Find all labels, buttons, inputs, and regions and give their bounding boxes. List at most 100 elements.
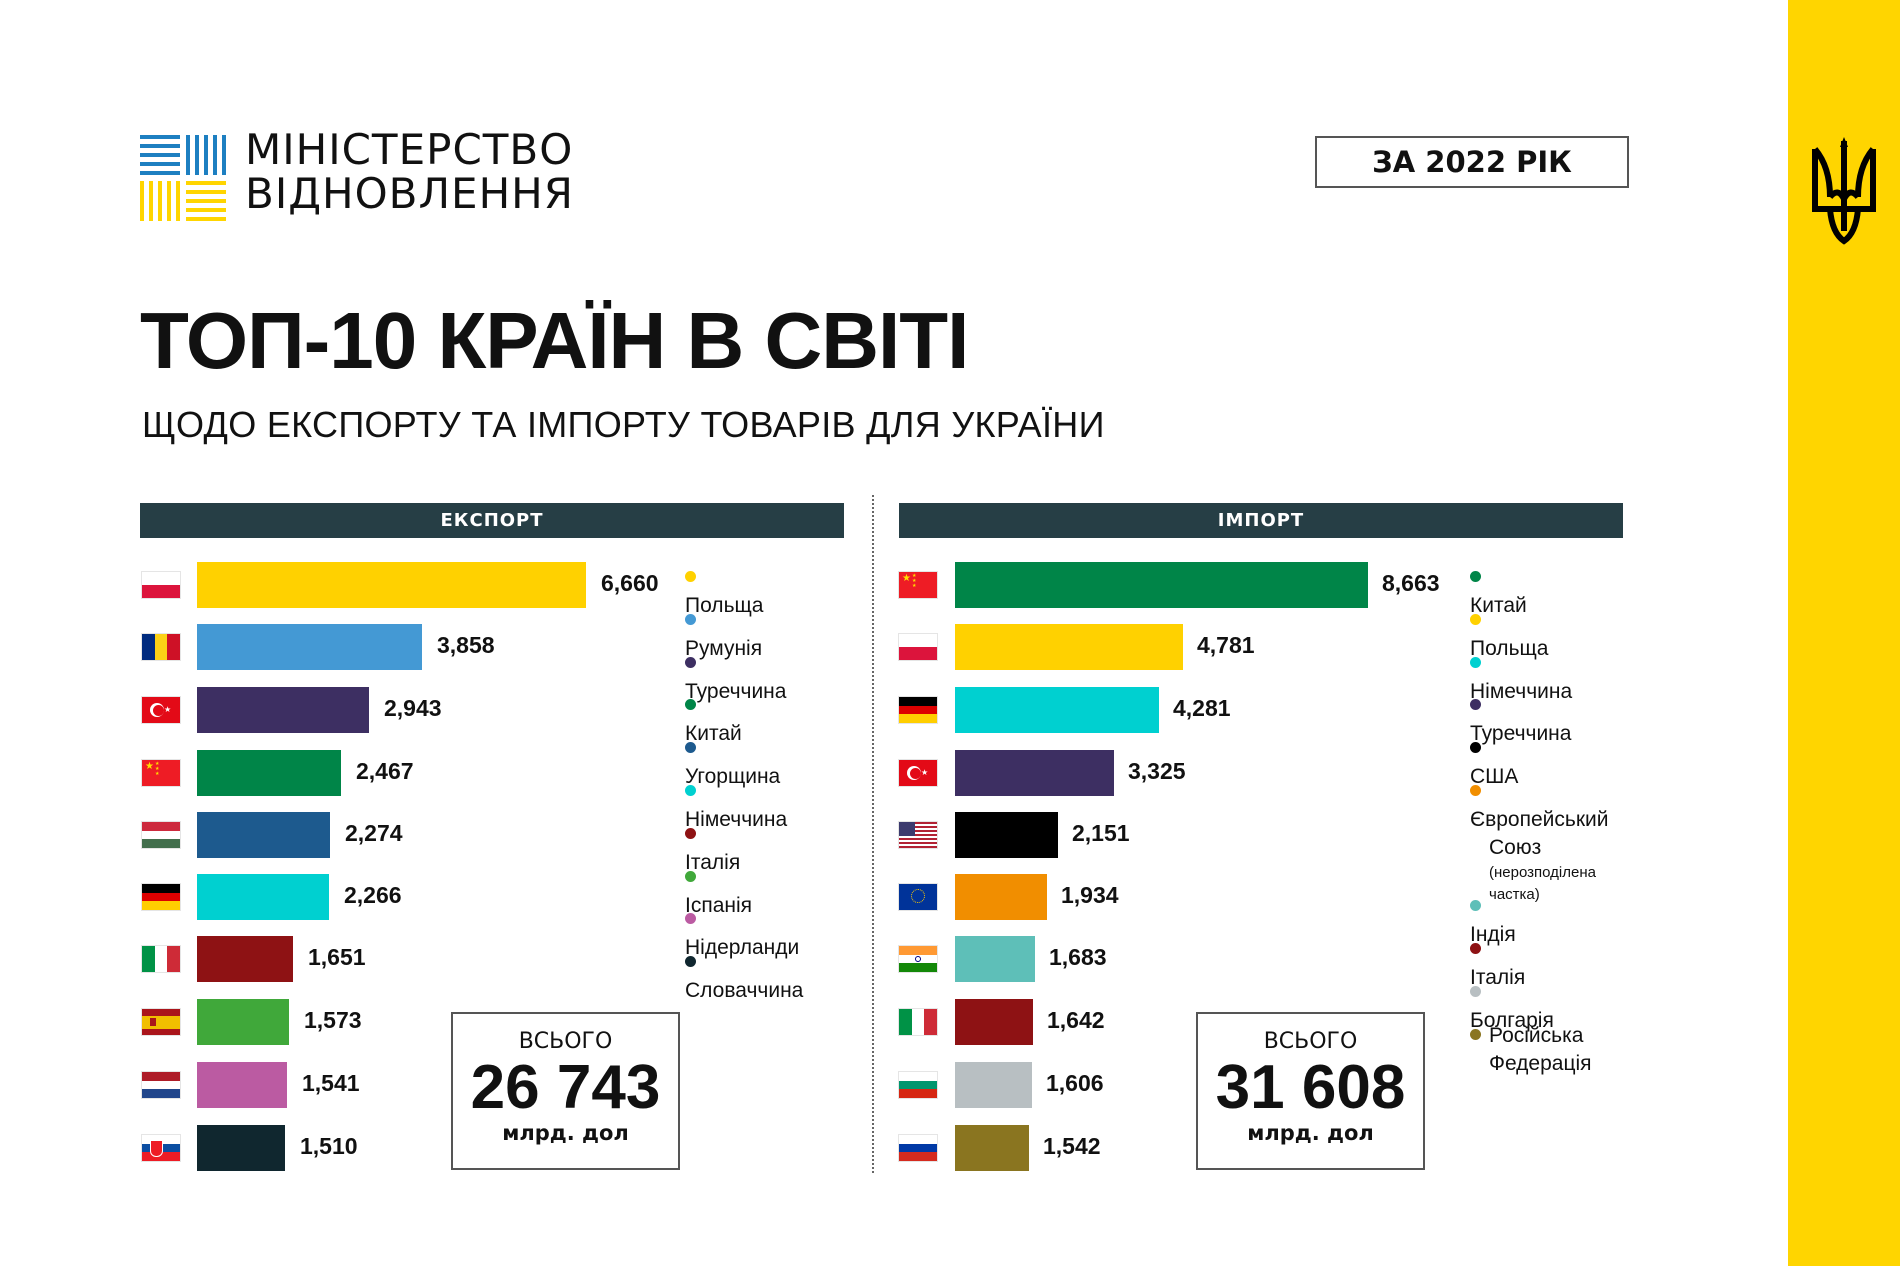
import-bar-row: 4,781 <box>0 624 1255 670</box>
legend-label: Туреччина <box>1470 722 1572 745</box>
export-total-label: ВСЬОГО <box>518 1029 613 1054</box>
export-bar-row: 6,660 <box>0 562 659 608</box>
legend-label: США <box>1470 765 1519 788</box>
logo-line-1: МІНІСТЕРСТВО <box>245 125 574 174</box>
export-total-value: 26 743 <box>470 1053 661 1122</box>
import-bar-value: 8,663 <box>1382 570 1440 596</box>
legend-dot-icon <box>1470 699 1481 710</box>
export-bar-value: 3,858 <box>437 632 495 658</box>
export-bar <box>197 624 422 670</box>
import-bar-value: 4,281 <box>1173 695 1231 721</box>
import-total-value: 31 608 <box>1215 1053 1406 1122</box>
export-bar-row: 3,858 <box>0 624 495 670</box>
export-total-box: ВСЬОГО 26 743 млрд. дол <box>451 1012 680 1170</box>
ministry-logo-text: МІНІСТЕРСТВО ВІДНОВЛЕННЯ <box>245 128 574 216</box>
legend-dot-icon <box>685 614 696 625</box>
legend-dot-icon <box>1470 614 1481 625</box>
import-bar-value: 1,606 <box>1046 1070 1104 1096</box>
legend-dot-icon <box>685 571 696 582</box>
export-bar <box>197 936 293 982</box>
legend-label: Італія <box>685 851 741 874</box>
import-total-box: ВСЬОГО 31 608 млрд. дол <box>1196 1012 1425 1170</box>
import-bar-row: 1,934 <box>0 874 1119 920</box>
export-legend-item: Туреччина <box>685 650 786 706</box>
usa-flag-icon <box>899 822 937 848</box>
import-bar-row: 4,281 <box>0 687 1231 733</box>
import-bar <box>955 936 1035 982</box>
legend-label: Російська <box>1489 1024 1584 1047</box>
export-bar-value: 2,467 <box>356 758 414 784</box>
page-subtitle: ЩОДО ЕКСПОРТУ ТА ІМПОРТУ ТОВАРІВ ДЛЯ УКР… <box>142 404 1105 445</box>
legend-label: Німеччина <box>1470 680 1573 703</box>
import-legend-item: Європейський Союз (нерозподілена частка) <box>1470 778 1608 906</box>
page-title: ТОП-10 КРАЇН В СВІТІ <box>140 296 969 385</box>
import-legend-item: Італія <box>1470 936 1525 992</box>
legend-dot-icon <box>685 742 696 753</box>
export-bar-value: 6,660 <box>601 570 659 596</box>
export-bar-row: 2,274 <box>0 812 403 858</box>
ministry-logo-icon <box>140 135 226 221</box>
export-bar <box>197 1062 287 1108</box>
export-bar <box>197 1125 285 1171</box>
import-legend-item: Російська Федерація <box>1470 1022 1592 1078</box>
export-bar-value: 2,943 <box>384 695 442 721</box>
import-bar <box>955 999 1033 1045</box>
legend-label: Німеччина <box>685 808 788 831</box>
legend-label-cont: Федерація <box>1489 1052 1592 1075</box>
legend-dot-icon <box>1470 571 1481 582</box>
import-total-label: ВСЬОГО <box>1263 1029 1358 1054</box>
export-bar <box>197 562 586 608</box>
export-legend-item: Іспанія <box>685 864 752 920</box>
poland-flag-icon <box>142 572 180 598</box>
section-divider <box>872 495 874 1173</box>
legend-dot-icon <box>1470 1029 1481 1040</box>
import-legend-item: Польща <box>1470 607 1548 663</box>
legend-label: Туреччина <box>685 680 787 703</box>
legend-dot-icon <box>685 956 696 967</box>
spain-flag-icon <box>142 1009 180 1035</box>
legend-label: Угорщина <box>685 765 781 788</box>
export-legend-item: Румунія <box>685 607 762 663</box>
import-bar <box>955 687 1159 733</box>
export-bar-value: 1,573 <box>304 1007 362 1033</box>
export-legend-item: Німеччина <box>685 778 787 834</box>
export-section-header: ЕКСПОРТ <box>140 503 844 538</box>
export-bar-value: 1,651 <box>308 944 366 970</box>
import-legend-item: Китай <box>1470 564 1527 620</box>
export-bar <box>197 999 289 1045</box>
export-bar-row: 1,510 <box>0 1125 358 1171</box>
import-bar-value: 1,934 <box>1061 882 1119 908</box>
legend-label: Індія <box>1470 923 1516 946</box>
year-badge: ЗА 2022 РІК <box>1315 136 1629 188</box>
legend-label: Польща <box>1470 637 1549 660</box>
italy-flag-icon <box>142 946 180 972</box>
import-bar-value: 1,542 <box>1043 1133 1101 1159</box>
export-bar-value: 1,541 <box>302 1070 360 1096</box>
export-legend-item: Китай <box>685 692 742 748</box>
bulgaria-flag-icon <box>899 1072 937 1098</box>
legend-note: (нерозподілена частка) <box>1489 864 1596 903</box>
import-bar-row: 1,642 <box>0 999 1105 1045</box>
legend-dot-icon <box>685 871 696 882</box>
legend-dot-icon <box>1470 900 1481 911</box>
import-bar-value: 4,781 <box>1197 632 1255 658</box>
export-bar-row: 1,651 <box>0 936 366 982</box>
legend-label: Китай <box>685 722 742 745</box>
import-bar <box>955 1062 1032 1108</box>
import-legend-item: Індія <box>1470 893 1516 949</box>
export-bar-row: ★ 2,943 <box>0 687 442 733</box>
import-legend-item: США <box>1470 735 1518 791</box>
export-legend-item: Польща <box>685 564 763 620</box>
import-bar <box>955 750 1114 796</box>
germany-flag-icon <box>899 697 937 723</box>
legend-dot-icon <box>685 699 696 710</box>
import-bar-value: 2,151 <box>1072 820 1130 846</box>
turkey-flag-icon: ★ <box>899 760 937 786</box>
china-flag-icon: ★ ★ ★ ★ <box>899 572 937 598</box>
legend-dot-icon <box>1470 657 1481 668</box>
import-bar-value: 3,325 <box>1128 758 1186 784</box>
export-bar <box>197 874 329 920</box>
export-legend-item: Нідерланди <box>685 906 799 962</box>
export-total-unit: млрд. дол <box>502 1121 629 1145</box>
legend-dot-icon <box>685 785 696 796</box>
